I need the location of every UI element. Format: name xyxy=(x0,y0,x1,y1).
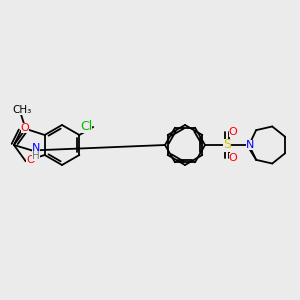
Text: O: O xyxy=(229,153,237,163)
Text: O: O xyxy=(21,123,29,133)
Text: Cl: Cl xyxy=(80,119,92,133)
Text: H: H xyxy=(32,152,40,161)
Text: O: O xyxy=(229,127,237,137)
Text: CH₃: CH₃ xyxy=(12,105,32,115)
Text: N: N xyxy=(32,143,40,154)
Text: S: S xyxy=(223,139,231,152)
Text: N: N xyxy=(246,140,254,150)
Text: O: O xyxy=(26,155,35,165)
